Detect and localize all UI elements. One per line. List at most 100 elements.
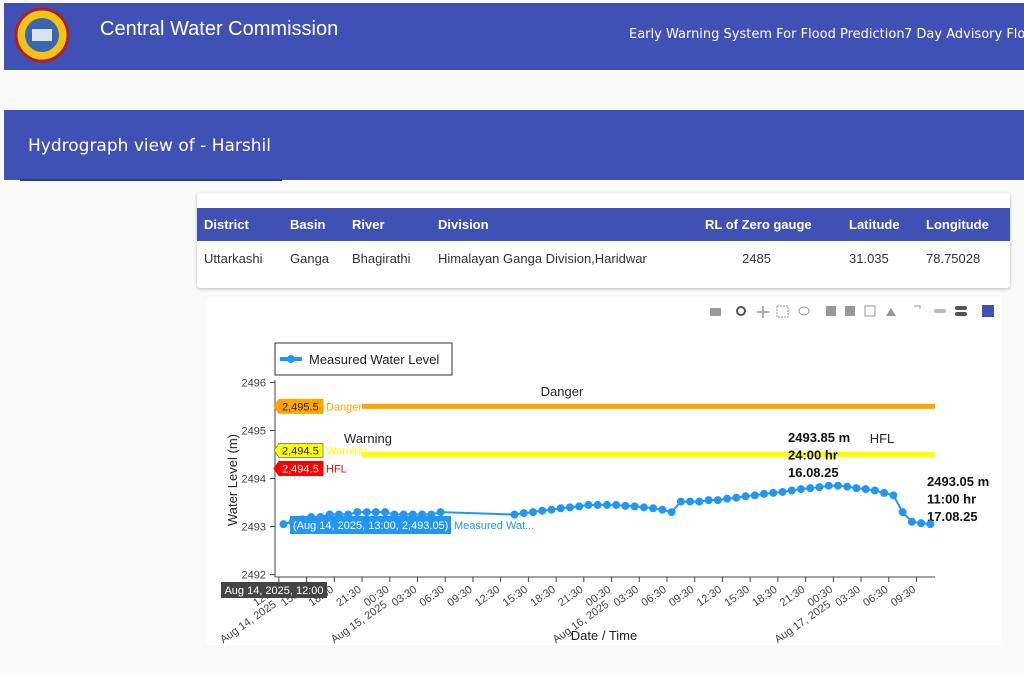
section-title: Hydrograph view of - Harshil [28, 136, 271, 156]
chart: 2492 2493 2494 2495 2496 12:30 Aug 14, 2025 15:… [218, 305, 994, 646]
x-tick-label: 03:30 [833, 584, 862, 610]
data-point [547, 505, 556, 514]
hover-box [290, 516, 451, 534]
data-point [584, 500, 593, 509]
legend-label: Measured Water Level [309, 352, 439, 367]
legend-box [274, 342, 453, 376]
data-point [612, 500, 621, 509]
data-point [852, 484, 861, 493]
hover-x-box [221, 582, 327, 598]
x-axis-title: Date / Time [571, 628, 637, 643]
data-point [676, 497, 685, 506]
data-point [510, 510, 519, 519]
column-header: River [352, 217, 385, 232]
x-tick-date: Aug 14, 2025 [218, 599, 278, 645]
data-point [917, 519, 926, 528]
data-point [353, 508, 362, 517]
data-point [833, 481, 842, 490]
x-tick-label: 15:30 [722, 584, 751, 610]
data-point [538, 506, 547, 515]
data-point [602, 500, 611, 509]
data-point [741, 492, 750, 501]
point-annotation: 2493.05 m [927, 474, 989, 489]
data-point [760, 489, 769, 498]
nav-link[interactable]: 7 Day Advisory Floo [904, 27, 1024, 42]
data-point [889, 491, 898, 500]
hover-series: Measured Wat... [454, 520, 534, 532]
x-tick-label: 21:30 [778, 584, 807, 610]
data-point [713, 496, 722, 505]
logo[interactable] [14, 7, 74, 67]
table-cell: Himalayan Ganga Division,Haridwar [438, 251, 647, 266]
threshold-name: HFL [326, 463, 347, 475]
data-point [649, 504, 658, 513]
x-tick-label: 06:30 [861, 584, 890, 610]
x-tick-label: 03:30 [390, 584, 419, 610]
data-point [371, 508, 380, 517]
data-point [519, 509, 528, 518]
x-tick-label: 18:30 [750, 584, 779, 610]
data-point [806, 484, 815, 493]
x-tick-label: 21:30 [334, 584, 363, 610]
x-tick-label: 12:30 [473, 584, 502, 610]
column-header: Basin [290, 217, 326, 232]
data-point [926, 520, 935, 529]
nav-link[interactable]: Early Warning System For Flood Predictio… [629, 27, 905, 42]
data-point [528, 508, 537, 517]
table-cell: Bhagirathi [352, 251, 411, 266]
data-point [898, 508, 907, 517]
point-annotation: 24:00 hr [788, 448, 838, 463]
app-title: Central Water Commission [100, 18, 339, 40]
threshold-value: 2,494.5 [282, 445, 319, 457]
data-point [575, 502, 584, 511]
app-header: Central Water Commission Early Warning S… [4, 3, 1024, 70]
modebar[interactable] [710, 305, 994, 318]
threshold-tag [273, 442, 324, 458]
x-tick-label: 15:30 [501, 584, 530, 610]
threshold-tag [273, 460, 324, 476]
data-point [704, 496, 713, 505]
column-header: District [204, 217, 249, 232]
x-tick-label: 03:30 [612, 584, 641, 610]
data-point [796, 485, 805, 494]
threshold-name: Warning [326, 445, 367, 457]
x-tick-label: 18:30 [528, 584, 557, 610]
annotation: Warning [344, 431, 392, 446]
x-tick-label: 12:30 [695, 584, 724, 610]
data-point [778, 487, 787, 496]
table-cell: 2485 [742, 251, 771, 266]
data-point [907, 517, 916, 526]
data-point [750, 491, 759, 500]
data-point [824, 481, 833, 490]
x-tick-label: 21:30 [556, 584, 585, 610]
y-tick-label: 2493 [242, 522, 266, 534]
data-point [565, 503, 574, 512]
column-header: Longitude [926, 217, 989, 232]
y-tick-label: 2496 [242, 377, 266, 389]
data-point [639, 503, 648, 512]
data-point [362, 508, 371, 517]
hover-label: (Aug 14, 2025, 13:00, 2,493.05) [293, 520, 448, 532]
data-point [381, 508, 390, 517]
section-banner: Hydrograph view of - Harshil [4, 110, 1024, 181]
annotation: HFL [870, 431, 895, 446]
data-point [686, 497, 695, 506]
data-point [723, 494, 732, 503]
y-tick-label: 2494 [242, 474, 266, 486]
table-cell: 31.035 [849, 251, 889, 266]
column-header: Division [438, 217, 489, 232]
x-tick-label: 09:30 [445, 584, 474, 610]
y-tick-label: 2495 [242, 425, 266, 437]
data-point [658, 505, 667, 514]
data-point [667, 508, 676, 517]
data-point [880, 488, 889, 497]
data-point [815, 483, 824, 492]
data-point [279, 520, 288, 529]
point-annotation: 17.08.25 [927, 509, 978, 524]
column-header: RL of Zero gauge [705, 217, 812, 232]
table-cell: Ganga [290, 251, 330, 266]
data-point [861, 485, 870, 494]
data-point [870, 486, 879, 495]
point-annotation: 2493.85 m [788, 430, 850, 445]
